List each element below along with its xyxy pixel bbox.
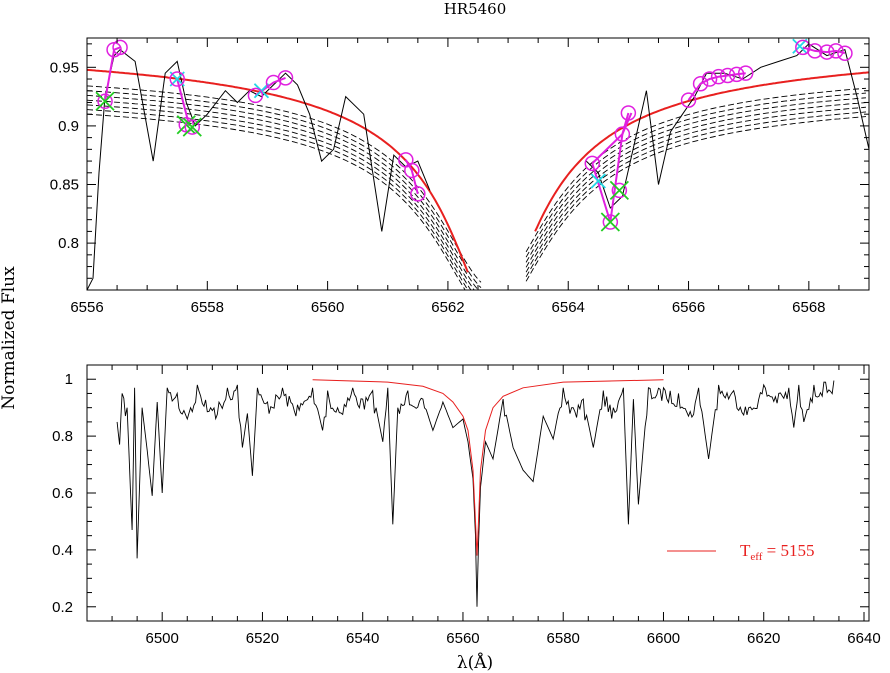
selected-point	[620, 105, 637, 121]
selected-point	[719, 67, 736, 84]
selected-point	[169, 71, 185, 87]
model-profile-right	[525, 87, 867, 253]
top-title: HR5460	[444, 0, 507, 18]
selection-link	[802, 46, 846, 55]
selected-point	[404, 162, 420, 179]
top-x-tick-label: 6562	[431, 299, 464, 316]
bottom-x-label: λ(Å)	[457, 652, 493, 673]
rejected-point-circle	[611, 182, 628, 199]
selected-point	[680, 92, 697, 108]
bottom-x-tick-label: 6600	[647, 630, 680, 647]
fit-curve-left	[87, 68, 469, 273]
bottom-y-tick-label: 0.8	[52, 428, 73, 445]
model-profile-left	[87, 113, 466, 290]
bottom-y-axis: 0.2 0.4 0.6 0.8 1	[52, 371, 869, 616]
selected-point	[584, 155, 601, 172]
model-profile-left	[87, 90, 482, 289]
selected-point	[710, 68, 727, 85]
cyan-cross-marker	[792, 38, 808, 54]
top-x-tick-label: 6560	[311, 299, 344, 316]
selection-link	[104, 49, 116, 102]
bottom-x-tick-label: 6640	[847, 630, 880, 647]
rejected-point-cross	[182, 117, 202, 137]
selected-point	[614, 126, 631, 142]
top-x-tick-label: 6568	[792, 299, 825, 316]
bottom-panel: 6500 6520 6540 6560 6580 6600 6620 6640 0.20.40…	[0, 266, 881, 673]
legend: Teff = 5155	[667, 541, 815, 563]
bottom-x-tick-label: 6520	[246, 630, 279, 647]
bottom-x-tick-label: 6500	[146, 630, 179, 647]
bottom-y-tick-label: 0.4	[52, 542, 73, 559]
bottom-x-axis: 6500 6520 6540 6560 6580 6600 6620 6640	[111, 365, 881, 647]
rejected-point-circle	[97, 93, 113, 110]
selection-link	[687, 72, 746, 101]
top-y-tick-label: 0.9	[58, 118, 79, 135]
top-x-tick-label: 6564	[552, 299, 585, 316]
model-profile-left	[87, 94, 479, 290]
rejected-point-cross	[609, 180, 629, 201]
bottom-x-tick-label: 6620	[747, 630, 780, 647]
top-y-tick-label: 0.95	[50, 59, 79, 76]
model-spectrum	[312, 379, 664, 556]
top-y-tick-label: 0.8	[58, 235, 79, 252]
rejected-point-circle	[602, 214, 619, 230]
selected-point	[828, 43, 844, 59]
model-profile-left	[87, 109, 469, 290]
model-profile-left	[87, 104, 472, 290]
bottom-x-tick-label: 6580	[547, 630, 580, 647]
selected-point	[112, 39, 128, 56]
observed-spectrum-segment	[87, 49, 431, 290]
legend-label-rest: = 5155	[762, 541, 814, 560]
model-profile-right	[525, 92, 867, 258]
top-x-tick-label: 6566	[672, 299, 705, 316]
top-x-axis: 6556 6558 6560 6562 6564 6566 6568	[70, 38, 870, 316]
selected-point	[701, 71, 718, 87]
legend-label: Teff = 5155	[740, 541, 815, 563]
bottom-y-tick-label: 0.2	[52, 599, 73, 616]
bottom-x-tick-label: 6560	[446, 630, 479, 647]
selected-point	[737, 65, 754, 81]
top-plot-area	[87, 38, 869, 290]
bottom-x-tick-label: 6540	[346, 630, 379, 647]
legend-label-main: T	[740, 541, 751, 560]
rejected-point-cross	[95, 91, 115, 111]
model-profile-right	[525, 106, 867, 273]
selection-link	[591, 112, 633, 223]
legend-label-sub: eff	[750, 551, 762, 563]
selected-point	[247, 87, 264, 104]
top-x-tick-label: 6556	[70, 299, 103, 316]
selected-point	[807, 43, 823, 59]
selected-point	[819, 44, 835, 60]
selected-point	[837, 45, 853, 61]
bottom-plot-area	[116, 379, 835, 607]
model-profile-left	[87, 99, 475, 290]
bottom-y-tick-label: 1	[65, 371, 73, 388]
selected-point	[410, 186, 426, 202]
selected-point	[277, 70, 294, 86]
top-panel: HR5460 6556 6558 6560 6562 6564 6566 6568 0.80…	[50, 0, 870, 316]
selection-link	[113, 46, 121, 51]
rejected-point-cross	[600, 212, 620, 232]
y-axis-label: Normalized Flux	[0, 266, 19, 410]
selected-point	[728, 66, 745, 83]
bottom-y-tick-label: 0.6	[52, 485, 73, 502]
cyan-cross-marker	[590, 173, 606, 189]
selection-link	[404, 159, 419, 195]
selected-point	[795, 39, 811, 56]
top-y-axis: 0.8 0.85 0.9 0.95	[50, 43, 869, 279]
model-profile-right	[525, 116, 867, 282]
observed-spectrum	[116, 380, 835, 607]
top-x-tick-label: 6558	[191, 299, 224, 316]
selected-point	[692, 75, 709, 92]
rejected-point-circle	[184, 119, 201, 135]
top-y-tick-label: 0.85	[50, 177, 79, 194]
model-profile-right	[525, 97, 867, 263]
model-profile-right	[525, 102, 867, 268]
fit-curve-right	[534, 71, 869, 232]
model-profile-right	[525, 111, 867, 278]
